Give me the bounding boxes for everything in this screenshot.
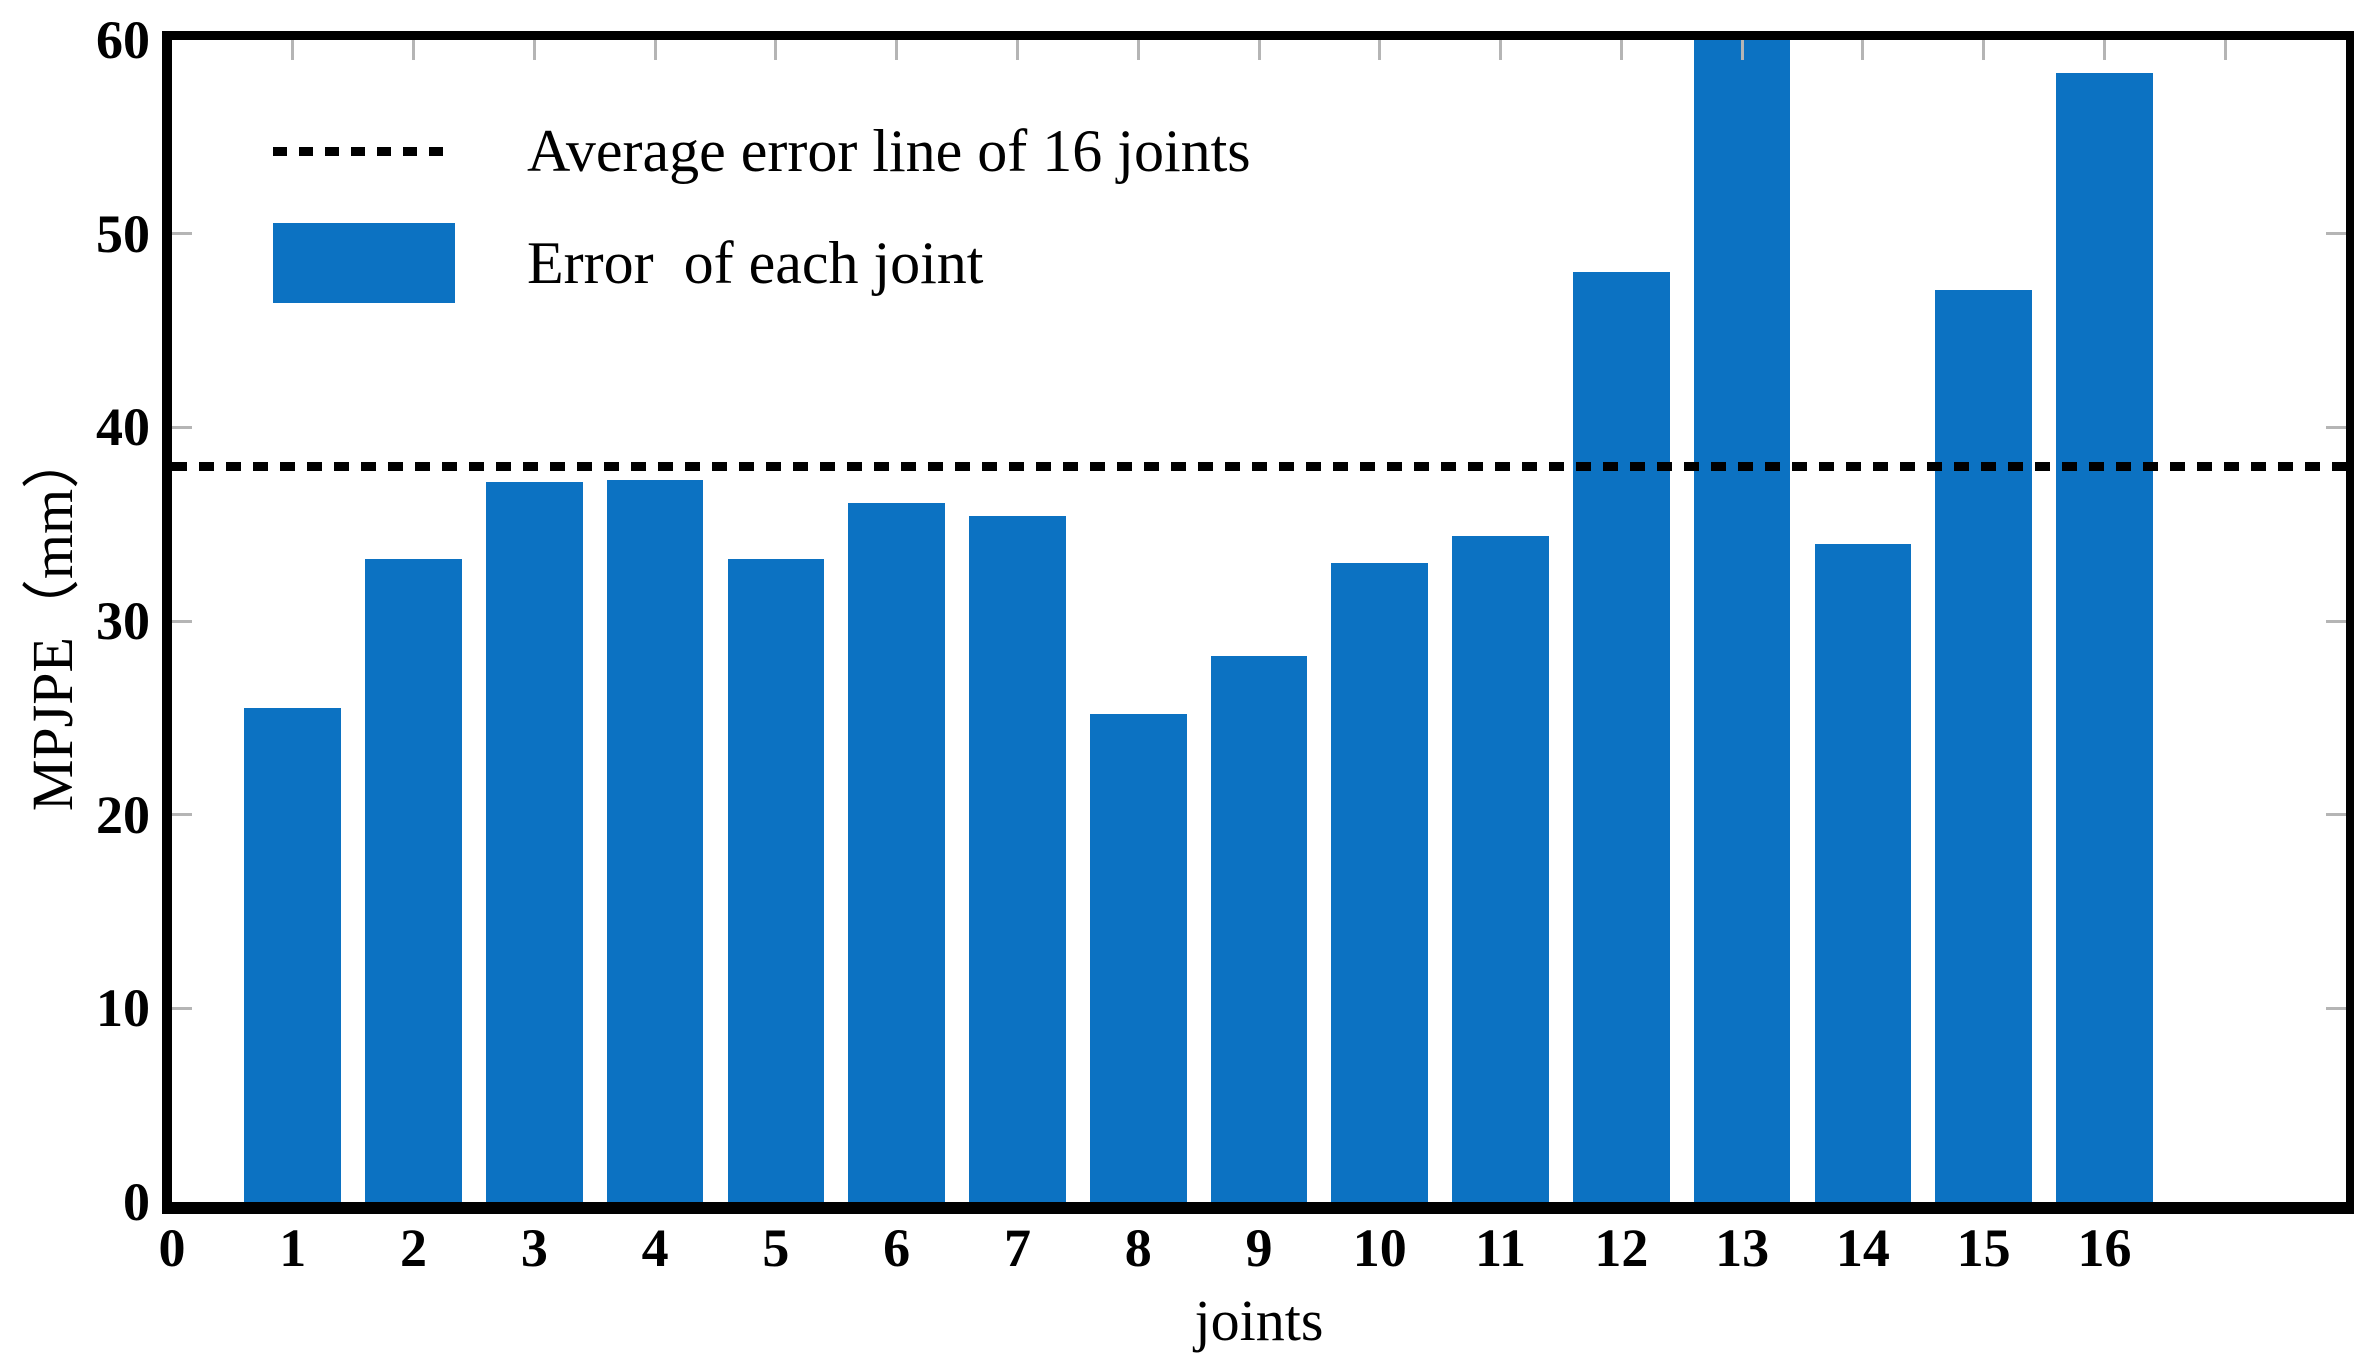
x-tick-mark-top-4 (653, 40, 657, 60)
x-axis-title: joints (1194, 1288, 1324, 1353)
bar-joint-5 (727, 559, 825, 1202)
bar-joint-11 (1452, 535, 1549, 1202)
x-tick-mark-top-1 (291, 40, 295, 60)
dashed-line-legend-sample (273, 146, 455, 156)
y-tick-mark-left-30 (172, 619, 192, 623)
x-tick-label-1: 1 (279, 1218, 307, 1278)
x-tick-mark-top-8 (1136, 40, 1140, 60)
x-tick-mark-top-15 (1982, 40, 1986, 60)
x-tick-label-9: 9 (1245, 1218, 1273, 1278)
x-tick-mark-top-7 (1015, 40, 1019, 60)
x-tick-mark-top-2 (412, 40, 416, 60)
plot-area: Average error line of 16 joints Error of… (172, 40, 2346, 1202)
y-tick-mark-right-40 (2326, 425, 2346, 429)
bar-joint-9 (1210, 655, 1308, 1202)
x-tick-mark-top-6 (895, 40, 899, 60)
x-tick-mark-top-16 (2102, 40, 2106, 60)
bar-swatch-icon (273, 223, 455, 303)
x-tick-label-16: 16 (2077, 1218, 2132, 1278)
y-tick-mark-left-50 (172, 232, 192, 236)
x-tick-mark-top-17 (2223, 40, 2227, 60)
x-tick-label-14: 14 (1835, 1218, 1890, 1278)
legend-label-bar: Error of each joint (527, 230, 984, 296)
x-tick-label-13: 13 (1715, 1218, 1770, 1278)
plot-frame: Average error line of 16 joints Error of… (162, 31, 2354, 1214)
legend-label-average-line: Average error line of 16 joints (527, 118, 1251, 184)
dashed-line-icon (273, 146, 455, 156)
y-tick-mark-right-30 (2326, 619, 2346, 623)
y-tick-mark-left-10 (172, 1006, 192, 1010)
x-tick-label-15: 15 (1956, 1218, 2011, 1278)
x-tick-label-5: 5 (762, 1218, 790, 1278)
y-tick-label-60: 60 (96, 10, 150, 70)
bar-joint-15 (1935, 289, 2032, 1202)
y-tick-label-30: 30 (96, 591, 150, 651)
bar-joint-8 (1089, 713, 1187, 1202)
y-tick-label-0: 0 (123, 1172, 150, 1232)
bar-joint-16 (2056, 72, 2153, 1202)
x-tick-label-12: 12 (1594, 1218, 1649, 1278)
average-error-line (172, 461, 2346, 471)
x-tick-label-11: 11 (1475, 1218, 1527, 1278)
y-tick-label-40: 40 (96, 397, 150, 458)
x-tick-label-0: 0 (158, 1218, 186, 1278)
bar-joint-13 (1693, 40, 1791, 1202)
legend: Average error line of 16 joints Error of… (273, 95, 1251, 319)
x-tick-mark-top-11 (1499, 40, 1503, 60)
x-tick-mark-top-3 (532, 40, 536, 60)
y-tick-label-10: 10 (96, 978, 150, 1039)
x-tick-label-7: 7 (1003, 1218, 1031, 1278)
bar-swatch-legend-sample (273, 223, 455, 303)
bar-joint-1 (244, 708, 342, 1202)
x-tick-label-2: 2 (400, 1218, 428, 1278)
y-tick-mark-left-40 (172, 425, 192, 429)
x-tick-mark-top-14 (1861, 40, 1865, 60)
bar-joint-6 (848, 502, 945, 1202)
y-tick-mark-left-20 (172, 813, 192, 817)
y-tick-mark-right-20 (2326, 813, 2346, 817)
x-tick-label-10: 10 (1352, 1218, 1407, 1278)
y-tick-mark-right-10 (2326, 1006, 2346, 1010)
legend-row-average-line: Average error line of 16 joints (273, 95, 1251, 207)
bar-joint-3 (486, 481, 583, 1202)
y-tick-label-50: 50 (96, 203, 150, 264)
x-tick-mark-top-12 (1619, 40, 1623, 60)
y-tick-mark-right-50 (2326, 232, 2346, 236)
x-tick-mark-top-13 (1740, 40, 1744, 60)
x-tick-mark-top-5 (774, 40, 778, 60)
x-tick-label-4: 4 (641, 1218, 669, 1278)
bar-joint-12 (1573, 272, 1670, 1202)
bar-joint-2 (365, 559, 462, 1202)
y-tick-label-20: 20 (96, 784, 150, 845)
bar-joint-10 (1331, 562, 1429, 1202)
bar-joint-4 (606, 479, 704, 1202)
x-tick-mark-top-10 (1378, 40, 1382, 60)
legend-row-bar: Error of each joint (273, 207, 1251, 319)
x-tick-label-6: 6 (883, 1218, 911, 1278)
x-tick-label-8: 8 (1124, 1218, 1152, 1278)
bar-joint-7 (969, 516, 1066, 1202)
x-tick-label-3: 3 (520, 1218, 548, 1278)
bar-joint-14 (1814, 543, 1912, 1202)
x-tick-mark-top-9 (1257, 40, 1261, 60)
